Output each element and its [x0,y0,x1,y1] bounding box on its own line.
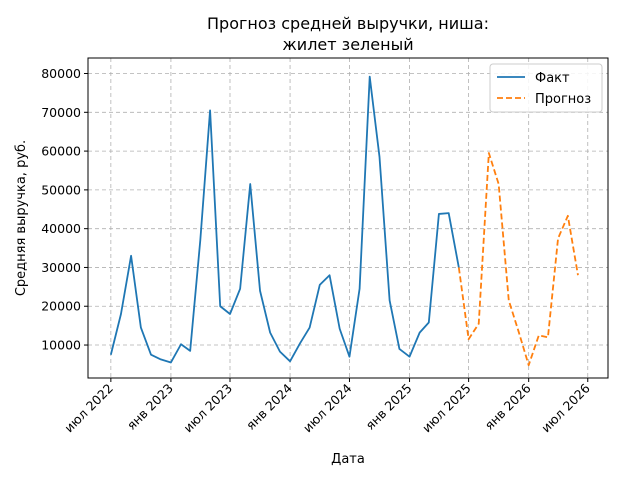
series-line-forecast [457,152,579,367]
y-tick-label: 70000 [41,105,81,120]
grid [88,58,608,378]
y-tick-label: 40000 [41,221,81,236]
chart-title-line-2: жилет зеленый [282,35,413,54]
legend-box [489,63,603,113]
legend-label-forecast: Прогноз [535,92,591,107]
y-axis: 10000 20000 30000 40000 50000 60000 70000 80000 [41,66,88,353]
y-tick-label: 20000 [41,299,81,314]
y-tick-label: 60000 [41,144,81,159]
y-axis-label: Средняя выручка, руб. [14,140,29,296]
series-layer [109,75,579,367]
plot-area-frame [87,57,609,379]
y-tick-label: 50000 [41,182,81,197]
y-tick-label: 10000 [41,338,81,353]
x-axis-label: Дата [331,452,365,467]
series-line-fact [109,75,460,364]
y-tick-label: 30000 [41,260,81,275]
legend: Факт Прогноз [489,63,603,113]
chart-title-line-1: Прогноз средней выручки, ниша: [207,14,489,33]
y-tick-label: 80000 [41,66,81,81]
legend-label-fact: Факт [535,71,570,86]
